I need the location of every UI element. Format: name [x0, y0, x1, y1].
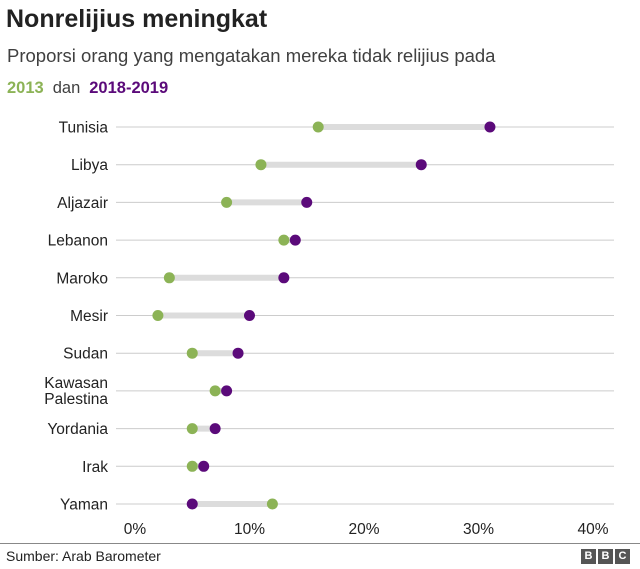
point-2018-2019	[198, 460, 210, 472]
point-2018-2019	[289, 234, 301, 246]
point-2018-2019	[221, 385, 233, 397]
category-label: Lebanon	[48, 233, 108, 250]
chart-subtitle: Proporsi orang yang mengatakan mereka ti…	[7, 45, 496, 66]
category-label: Maroko	[56, 270, 108, 287]
chart-title: Nonrelijius meningkat	[6, 5, 268, 33]
bbc-logo-letter: B	[598, 549, 613, 564]
point-2013	[278, 234, 290, 246]
category-label: Kawasan Palestina	[44, 375, 108, 408]
category-label: Mesir	[70, 308, 108, 325]
point-2013	[152, 310, 164, 321]
category-label: Yaman	[60, 497, 108, 514]
point-2013	[255, 159, 267, 171]
category-label: Irak	[82, 459, 108, 476]
point-2018-2019	[244, 310, 255, 321]
x-tick-label: 10%	[234, 521, 265, 538]
x-tick-label: 0%	[124, 521, 147, 538]
category-label: Aljazair	[57, 195, 108, 212]
category-label: Tunisia	[59, 120, 109, 137]
point-2013	[186, 423, 198, 435]
point-2018-2019	[484, 121, 496, 133]
point-2013	[186, 460, 198, 472]
point-2013	[163, 272, 175, 284]
point-2018-2019	[278, 272, 290, 284]
bbc-logo: B B C	[581, 549, 630, 564]
category-label: Libya	[71, 157, 108, 174]
point-2013	[186, 347, 198, 359]
bbc-logo-letter: C	[615, 549, 630, 564]
category-label: Sudan	[63, 346, 108, 363]
point-2018-2019	[209, 423, 221, 435]
x-tick-label: 30%	[463, 521, 494, 538]
dumbbell-chart: Tunisia Libya Aljazair Lebanon Maroko Mesir Su…	[44, 120, 614, 538]
source-note: Sumber: Arab Barometer	[6, 548, 161, 564]
point-2018-2019	[415, 159, 427, 171]
point-2018-2019	[301, 196, 313, 208]
category-label: Yordania	[47, 421, 108, 438]
point-2018-2019	[232, 347, 244, 359]
bbc-logo-letter: B	[581, 549, 596, 564]
point-2013	[221, 196, 233, 208]
point-2013	[266, 498, 278, 510]
point-2013	[312, 121, 324, 133]
legend-2013: 2013	[7, 79, 44, 97]
x-tick-label: 20%	[348, 521, 379, 538]
point-2013	[209, 385, 221, 397]
legend-separator: dan	[52, 79, 81, 97]
legend-2018-2019: 2018-2019	[89, 79, 169, 97]
legend: 2013 dan 2018-2019	[7, 79, 168, 98]
x-tick-label: 40%	[577, 521, 608, 538]
point-2018-2019	[186, 498, 198, 510]
footer-divider	[0, 543, 640, 544]
